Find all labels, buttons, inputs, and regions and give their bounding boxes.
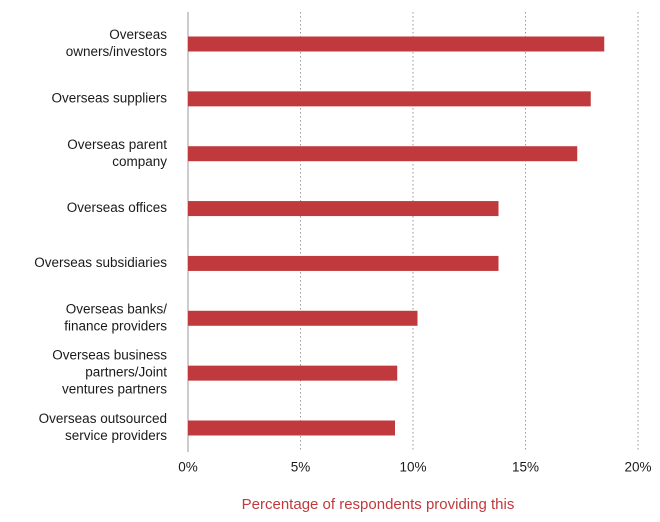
x-tick-label: 10% xyxy=(399,460,426,475)
category-label: Overseas banks/ xyxy=(66,301,168,316)
category-label: company xyxy=(112,154,167,169)
grid-lines xyxy=(300,12,639,452)
bar xyxy=(188,201,499,217)
category-labels: Overseas owners/investors Overseas supplie… xyxy=(34,27,167,443)
category-label: Overseas xyxy=(109,27,167,42)
category-label: Overseas business xyxy=(52,348,167,363)
category-label: owners/investors xyxy=(66,44,168,59)
bar xyxy=(188,420,395,436)
category-label: partners/Joint xyxy=(85,365,167,380)
category-label: finance providers xyxy=(64,318,167,333)
category-label: Overseas offices xyxy=(67,200,168,215)
bars xyxy=(188,36,605,436)
category-label: Overseas subsidiaries xyxy=(34,255,167,270)
x-tick-label: 20% xyxy=(624,460,651,475)
x-tick-label: 15% xyxy=(512,460,539,475)
category-label: ventures partners xyxy=(62,382,167,397)
bar xyxy=(188,36,605,52)
category-label: Overseas suppliers xyxy=(51,90,167,105)
bar xyxy=(188,255,499,271)
x-tick-label: 5% xyxy=(291,460,311,475)
bar xyxy=(188,310,418,326)
category-label: Overseas outsourced xyxy=(39,411,167,426)
category-label: service providers xyxy=(65,428,167,443)
x-tick-label: 0% xyxy=(178,460,198,475)
bar xyxy=(188,91,591,107)
bar xyxy=(188,365,398,381)
bar xyxy=(188,146,578,162)
x-tick-labels: 0% 5% 10% 15% 20% xyxy=(178,460,651,475)
category-label: Overseas parent xyxy=(67,137,167,152)
x-axis-title: Percentage of respondents providing this xyxy=(242,496,515,513)
